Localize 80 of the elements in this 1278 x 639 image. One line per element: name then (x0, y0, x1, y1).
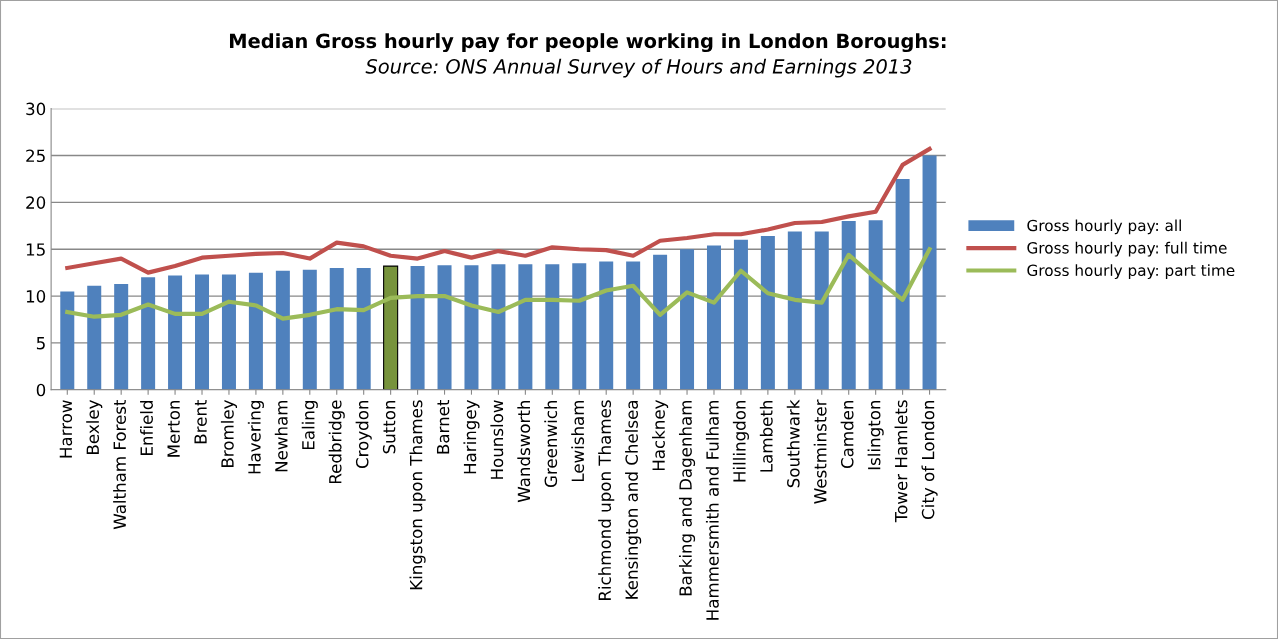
x-tick-label: Camden (840, 400, 854, 469)
bar (572, 263, 587, 390)
x-tick-label: Ealing (301, 401, 318, 450)
x-tick-label: Waltham Forest (113, 399, 127, 530)
x-tick-label: Hackney (652, 400, 669, 471)
bar (733, 239, 748, 390)
x-tick-label: Westminster (813, 399, 827, 504)
bar (760, 236, 775, 390)
bar (168, 275, 183, 390)
x-tick-label: Harrow (59, 400, 73, 458)
bar (221, 274, 236, 390)
x-tick-label: Croydon (355, 400, 372, 469)
chart-title: Median Gross hourly pay for people working in London Boroughs: (229, 33, 946, 53)
x-tick-label: City of London (921, 400, 938, 519)
x-tick-label: Brent (194, 399, 207, 444)
bar (87, 285, 102, 390)
bar (275, 270, 290, 390)
y-tick-label: 10 (26, 290, 46, 303)
line-series (65, 247, 932, 321)
bar (787, 231, 802, 390)
line-series (65, 146, 932, 275)
bar (545, 264, 560, 390)
legend-label: Gross hourly pay: part time (1027, 264, 1235, 280)
chart-subtitle: Source: ONS Annual Survey of Hours and Earnings 2013 (365, 58, 912, 78)
bar (922, 155, 937, 390)
x-tick-label: Haringey (463, 400, 480, 474)
x-tick-label: Bromley (220, 400, 238, 467)
bar (60, 291, 75, 390)
y-tick-label: 30 (26, 102, 46, 116)
legend-label: Gross hourly pay: full time (1027, 241, 1227, 257)
x-tick-label: Wandsworth (517, 400, 531, 503)
x-tick-label: Sutton (382, 400, 396, 454)
bar (437, 265, 452, 390)
y-tick-label: 25 (26, 149, 45, 163)
bar (464, 265, 479, 390)
x-tick-label: Lambeth (759, 400, 773, 472)
x-tick-label: Hounslow (490, 400, 504, 479)
bar (383, 265, 399, 390)
x-tick-label: Bexley (86, 400, 103, 454)
bar (329, 267, 344, 390)
legend-label: Gross hourly pay: all (1027, 219, 1181, 235)
bar (141, 277, 156, 390)
x-tick-label: Redbridge (328, 400, 345, 484)
bar (491, 264, 506, 390)
x-tick-label: Hammersmith and Fulham (705, 400, 719, 620)
bar (410, 266, 425, 390)
x-tick-label: Enfield (140, 401, 153, 455)
bar (814, 231, 829, 390)
bar (706, 245, 721, 390)
bar (302, 269, 317, 390)
x-tick-label: Islington (867, 400, 884, 470)
bar (680, 249, 695, 390)
bar (626, 261, 641, 390)
bar (868, 220, 883, 390)
bar (248, 272, 263, 390)
x-tick-label: Newham (274, 400, 288, 472)
bar (599, 261, 614, 390)
bar (114, 283, 129, 390)
bar (653, 254, 668, 390)
y-tick-label: 20 (26, 196, 46, 209)
x-tick-label: Lewisham (571, 400, 585, 482)
x-tick-label: Merton (167, 400, 180, 457)
y-tick-label: 15 (26, 243, 45, 256)
x-tick-label: Hillingdon (732, 400, 749, 482)
bar (356, 267, 371, 390)
x-tick-label: Kingston upon Thames (409, 400, 426, 590)
x-tick-label: Barnet (436, 399, 450, 454)
x-tick-label: Barking and Dagenham (678, 400, 696, 596)
y-tick-label: 5 (36, 337, 45, 350)
bar (518, 264, 533, 390)
bar (195, 274, 210, 390)
bar (841, 221, 856, 390)
x-tick-label: Tower Hamlets (894, 400, 908, 523)
x-tick-label: Southwark (786, 399, 800, 488)
x-tick-label: Kensington and Chelsea (625, 401, 642, 599)
x-tick-label: Richmond upon Thames (598, 400, 615, 601)
x-tick-label: Greenwich (544, 400, 558, 488)
x-tick-label: Havering (247, 401, 264, 474)
y-tick-label: 0 (36, 383, 46, 397)
bar (895, 178, 910, 390)
